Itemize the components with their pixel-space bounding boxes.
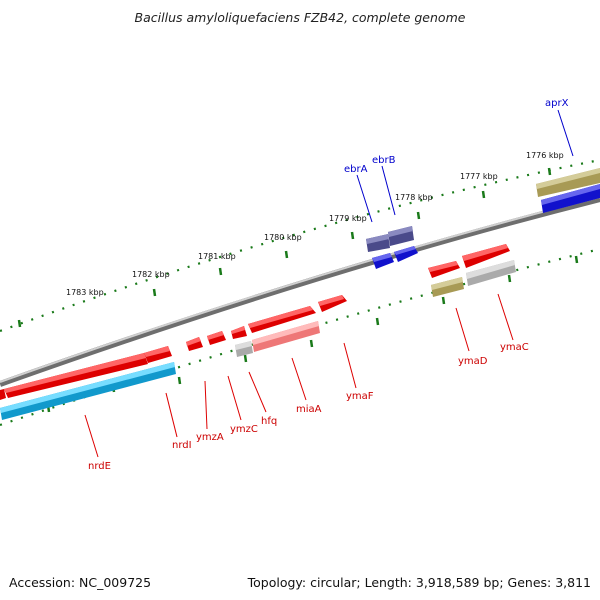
gene-miaA-inner-bar[interactable]: [252, 321, 320, 352]
tick-label: 1782 kbp: [132, 270, 170, 279]
map-title: Bacillus amyloliquefaciens FZB42, comple…: [134, 10, 466, 25]
tick-label: 1781 kbp: [198, 252, 236, 261]
gene-label-miaA: miaA: [296, 404, 322, 415]
gene-hfq-bar[interactable]: [231, 326, 247, 339]
gene-nrdE-bar[interactable]: [4, 353, 148, 398]
gene-label-ymaC: ymaC: [500, 342, 529, 353]
gene-blue-bar[interactable]: [541, 184, 600, 213]
genome-summary-text: Topology: circular; Length: 3,918,589 bp…: [247, 575, 591, 590]
gene-hfq-inner-bar[interactable]: [235, 341, 253, 357]
gene-label-nrdE: nrdE: [88, 461, 111, 472]
gene-ymaD-inner-bar[interactable]: [431, 277, 464, 297]
aprX-leader: [557, 109, 574, 157]
gene-label-aprX: aprX: [545, 98, 569, 109]
ymzA-leader: [204, 380, 208, 430]
miaA-leader: [291, 357, 307, 401]
gene-ebrA-inner-bar[interactable]: [372, 253, 394, 269]
tick-label: 1777 kbp: [460, 172, 498, 181]
gene-ymzA-bar[interactable]: [186, 337, 203, 351]
nrdI-leader: [165, 392, 178, 438]
gene-label-ymaF: ymaF: [346, 391, 374, 402]
gene-label-ymaD: ymaD: [458, 356, 488, 367]
outer-tick-track: [0, 158, 600, 333]
gene-ymaC-bar[interactable]: [462, 244, 510, 268]
gene-fragment-bar[interactable]: [0, 389, 6, 400]
gene-nrdI-bar[interactable]: [144, 346, 172, 363]
hfq-leader: [248, 371, 267, 413]
gene-label-ebrA: ebrA: [344, 164, 368, 175]
gene-label-nrdI: nrdI: [172, 440, 192, 451]
gene-aprX-bar[interactable]: [536, 168, 600, 197]
gene-label-hfq: hfq: [261, 416, 277, 427]
gene-label-ymzA: ymzA: [196, 432, 224, 443]
ymaC-leader: [497, 293, 514, 341]
gene-ymaC-inner-bar[interactable]: [466, 260, 516, 286]
gene-ebrA-bar[interactable]: [366, 234, 390, 252]
tick-label: 1779 kbp: [329, 214, 367, 223]
gene-ymaF-bar[interactable]: [318, 295, 347, 312]
ebrB-leader: [381, 165, 396, 216]
inner-major-ticks: [46, 255, 579, 413]
ymaF-leader: [343, 342, 357, 389]
gene-label-ebrB: ebrB: [372, 155, 396, 166]
gene-ebrB-bar[interactable]: [388, 226, 414, 246]
ymzC-leader: [227, 375, 242, 421]
gene-ebrB-inner-bar[interactable]: [394, 246, 418, 262]
tick-label: 1783 kbp: [66, 288, 104, 297]
ebrA-leader: [356, 174, 373, 223]
gene-label-ymzC: ymzC: [230, 424, 258, 435]
gene-nrdE-inner-bar[interactable]: [0, 362, 176, 420]
gene-ymaD-bar[interactable]: [428, 261, 460, 278]
accession-text: Accession: NC_009725: [9, 575, 152, 590]
genome-backbone: [0, 196, 600, 387]
gene-ymzC-bar[interactable]: [207, 331, 226, 345]
ymaD-leader: [455, 307, 470, 352]
nrdE-leader: [84, 414, 99, 458]
tick-label: 1776 kbp: [526, 151, 564, 160]
tick-label: 1780 kbp: [264, 233, 302, 242]
outer-major-ticks: [17, 167, 552, 328]
gene-miaA-bar[interactable]: [248, 306, 316, 333]
tick-label: 1778 kbp: [395, 193, 433, 202]
